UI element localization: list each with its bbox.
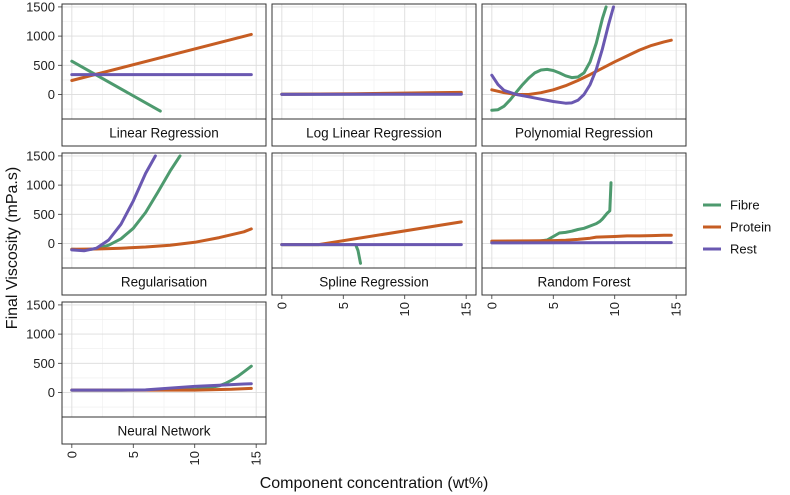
strip-label: Regularisation	[121, 275, 207, 290]
legend-label: Protein	[730, 220, 771, 235]
x-axis-title: Component concentration (wt%)	[260, 475, 489, 492]
x-tick-label: 5	[336, 302, 351, 309]
x-tick-label: 15	[669, 302, 684, 316]
x-tick-label: 15	[249, 451, 264, 465]
strip-background	[61, 416, 267, 445]
strip-label: Random Forest	[537, 275, 630, 290]
y-tick-label: 1000	[26, 178, 55, 193]
panel-linear-regression: Linear Regression 0 500 1000 1500	[26, 0, 267, 147]
strip-label: Neural Network	[117, 424, 210, 439]
y-tick-label: 1500	[26, 148, 55, 163]
x-tick-label: 10	[607, 302, 622, 316]
legend-label: Fibre	[730, 198, 760, 213]
x-tick-label: 10	[397, 302, 412, 316]
strip-background	[61, 118, 267, 147]
panel-neural-network: Neural Network 0 500 1000 1500 0 5 10 15	[26, 297, 267, 465]
series-line-protein	[70, 227, 253, 251]
y-tick-label: 0	[48, 236, 55, 251]
panel-log-linear-regression: Log Linear Regression	[271, 3, 477, 147]
y-axis-title: Final Viscosity (mPa.s)	[4, 167, 21, 329]
strip-background	[61, 267, 267, 296]
legend-label: Rest	[730, 242, 757, 257]
strip-label: Log Linear Regression	[306, 126, 442, 141]
panel-polynomial-regression: Polynomial Regression	[481, 3, 687, 147]
series-line-protein	[70, 32, 253, 82]
y-tick-label: 500	[33, 58, 55, 73]
legend-item-protein: Protein	[703, 220, 771, 235]
strip-background	[481, 118, 687, 147]
series-line-protein	[490, 233, 673, 243]
strip-label: Linear Regression	[109, 126, 219, 141]
legend-item-rest: Rest	[703, 242, 757, 257]
series-line-rest	[70, 154, 157, 253]
x-tick-label: 0	[64, 451, 79, 458]
x-tick-label: 5	[546, 302, 561, 309]
legend-item-fibre: Fibre	[703, 198, 760, 213]
y-tick-label: 0	[48, 87, 55, 102]
panel-spline-regression: Spline Regression 0 5 10 15	[271, 152, 477, 316]
x-tick-label: 0	[484, 302, 499, 309]
series-line-fibre	[70, 59, 162, 113]
y-tick-label: 1000	[26, 29, 55, 44]
strip-background	[481, 267, 687, 296]
y-tick-label: 1500	[26, 297, 55, 312]
strip-label: Spline Regression	[319, 275, 429, 290]
x-tick-label: 15	[459, 302, 474, 316]
y-tick-label: 1500	[26, 0, 55, 14]
x-tick-label: 10	[187, 451, 202, 465]
series-line-fibre	[490, 5, 608, 112]
panel-random-forest: Random Forest 0 5 10 15	[481, 152, 687, 316]
strip-background	[271, 118, 477, 147]
series-line-rest	[70, 382, 253, 392]
y-tick-label: 500	[33, 207, 55, 222]
x-tick-label: 5	[126, 451, 141, 458]
y-tick-label: 0	[48, 385, 55, 400]
panel-regularisation: Regularisation 0 500 1000 1500	[26, 148, 267, 296]
y-tick-label: 1000	[26, 327, 55, 342]
legend: Fibre Protein Rest	[703, 198, 771, 257]
x-tick-label: 0	[274, 302, 289, 309]
strip-background	[271, 267, 477, 296]
y-tick-label: 500	[33, 356, 55, 371]
series-line-rest	[490, 5, 615, 105]
strip-label: Polynomial Regression	[515, 126, 653, 141]
